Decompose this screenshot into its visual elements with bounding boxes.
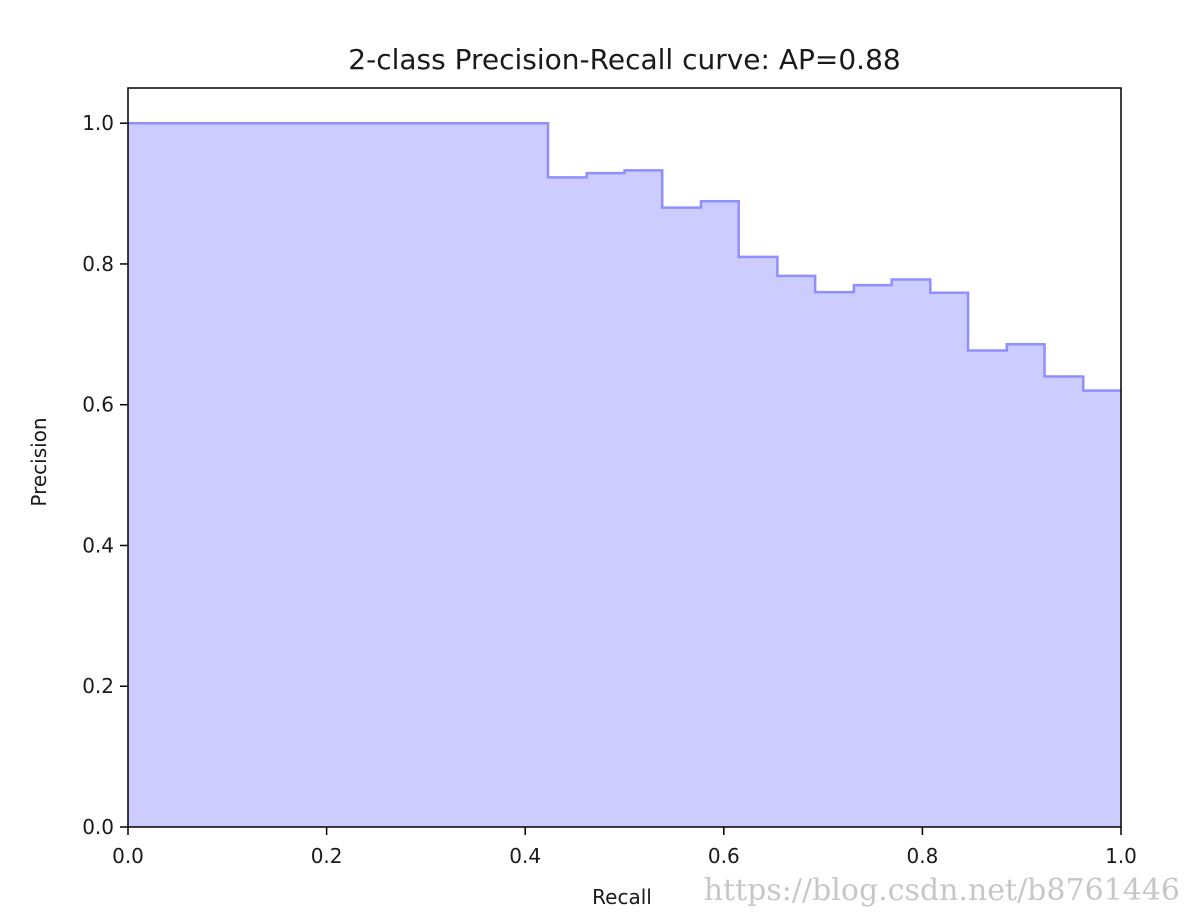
chart-title: 2-class Precision-Recall curve: AP=0.88 bbox=[348, 43, 900, 76]
x-tick-label: 0.2 bbox=[311, 844, 343, 868]
y-tick-label: 0.6 bbox=[82, 393, 114, 417]
y-tick-label: 1.0 bbox=[82, 111, 114, 135]
x-tick-label: 0.0 bbox=[112, 844, 144, 868]
series-area-fill bbox=[128, 123, 1121, 827]
y-axis-label: Precision bbox=[27, 417, 51, 506]
step-line-layer bbox=[128, 121, 1121, 392]
y-tick-label: 0.4 bbox=[82, 533, 114, 557]
y-tick-label: 0.0 bbox=[82, 815, 114, 839]
x-axis-ticks: 0.0 0.2 0.4 0.6 0.8 1.0 bbox=[112, 827, 1137, 868]
x-tick-label: 0.6 bbox=[708, 844, 740, 868]
x-axis-label: Recall bbox=[592, 885, 652, 909]
plot-frame bbox=[127, 87, 1122, 828]
x-tick-label: 0.8 bbox=[906, 844, 938, 868]
x-tick-label: 0.4 bbox=[509, 844, 541, 868]
watermark-text: https://blog.csdn.net/b8761446 bbox=[704, 873, 1180, 908]
y-axis-ticks: 0.0 0.2 0.4 0.6 0.8 1.0 bbox=[82, 111, 128, 839]
y-tick-label: 0.8 bbox=[82, 252, 114, 276]
area-fill-layer bbox=[128, 123, 1121, 827]
y-tick-label: 0.2 bbox=[82, 674, 114, 698]
series-step-line bbox=[128, 121, 1121, 392]
x-tick-label: 1.0 bbox=[1105, 844, 1137, 868]
